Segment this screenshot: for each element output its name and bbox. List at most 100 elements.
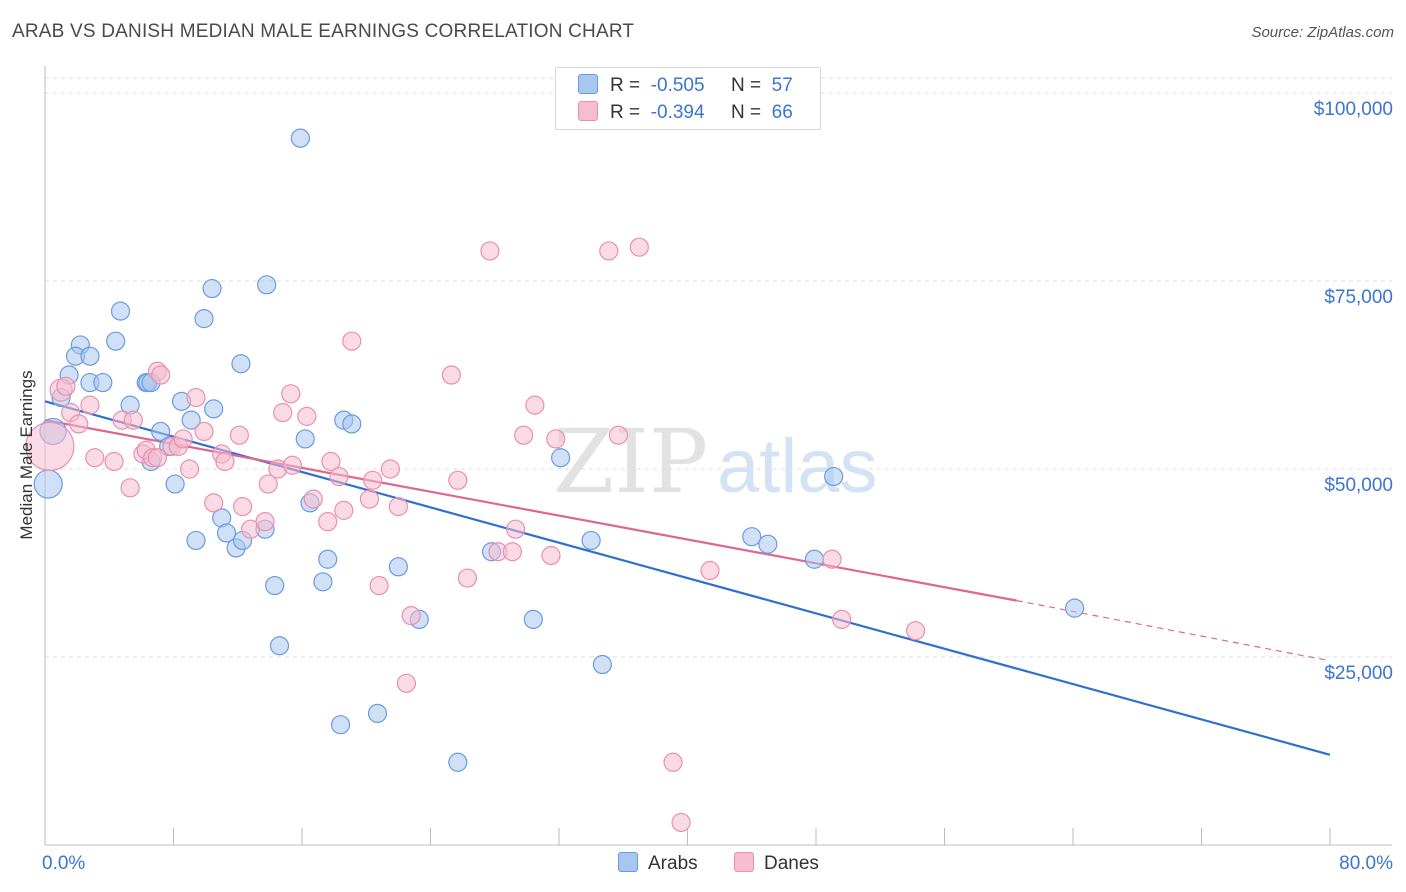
arabs-point [551,448,571,468]
danes-point [396,673,417,693]
correlation-legend: R = -0.505 N = 57 R = -0.394 N = 66 [555,67,821,130]
watermark-atlas: atlas [717,424,878,509]
source-note: Source: ZipAtlas.com [1251,24,1394,41]
arabs-point [257,275,277,295]
arabs-point [93,372,113,393]
danes-point [25,421,75,472]
danes-point [104,451,124,472]
danes-point [514,425,534,445]
danes-point [85,448,105,468]
danes-swatch [578,101,598,121]
danes-point [388,497,408,517]
danes-point [173,429,193,449]
danes-point [546,429,566,449]
arabs-swatch [618,852,638,872]
arabs-point [1065,598,1085,618]
arabs-point [318,549,338,569]
danes-point [441,365,461,385]
arabs-point [186,530,206,551]
y-tick-label: $50,000 [1324,475,1393,496]
danes-point [215,451,235,472]
danes-point [151,365,171,385]
danes-point [255,512,275,532]
danes-point [363,470,383,490]
arabs-point [265,575,285,596]
arabs-point [523,609,543,630]
arabs-point [295,429,315,449]
danes-point [179,459,200,479]
danes-point [80,395,100,415]
arabs-point [388,557,408,577]
arabs-point [367,703,388,724]
watermark-zip: ZIP [553,410,708,513]
chart-title: ARAB VS DANISH MEDIAN MALE EARNINGS CORR… [12,21,635,42]
bottom-legend-arabs: Arabs [618,852,698,875]
y-axis-title: Median Male Earnings [17,370,36,539]
danes-point [359,489,380,509]
arabs-point [824,466,844,487]
legend-row-arabs: R = -0.505 N = 57 [578,74,793,100]
arabs-point [448,752,468,772]
danes-point [329,466,349,487]
danes-point [186,387,206,408]
danes-point [369,575,389,596]
danes-point [525,395,545,415]
legend-n-value: 57 [771,75,793,96]
danes-trend-line [44,419,1017,602]
danes-point [123,410,143,430]
danes-point [502,542,523,562]
arabs-point [106,331,126,351]
danes-point [120,478,140,498]
arabs-point [216,523,237,543]
danes-point [480,241,500,261]
danes-point [822,549,842,569]
arabs-point [804,549,824,569]
danes-point [229,425,249,445]
arabs-point [80,346,100,366]
y-tick-label: $100,000 [1314,99,1393,120]
y-tick-label: $75,000 [1324,287,1393,308]
danes-swatch [734,852,754,872]
arabs-point [330,715,351,735]
arabs-swatch [578,74,598,94]
danes-point [608,425,629,445]
legend-n-label: N = [730,102,762,123]
danes-point [318,512,338,532]
legend-r-label: R = [610,75,641,96]
arabs-point [33,469,63,499]
danes-point [457,568,478,588]
danes-point [194,421,214,442]
arabs-point [742,527,762,547]
danes-point [69,414,89,434]
arabs-point [151,421,171,442]
legend-row-danes: R = -0.394 N = 66 [578,101,793,127]
danes-point [303,489,323,509]
danes-point [147,448,168,468]
danes-point [671,812,691,833]
danes-point [506,519,526,539]
danes-point [599,241,619,261]
legend-r-label: R = [610,102,641,123]
data-points [25,128,1085,833]
bottom-legend-label: Arabs [648,853,698,874]
legend-n-label: N = [730,75,762,96]
danes-trend-extension [1016,600,1331,662]
bottom-legend-danes: Danes [734,852,819,875]
danes-point [629,237,649,257]
legend-r-value: -0.505 [650,75,705,96]
arabs-point [202,278,222,299]
axis-labels: $25,000 $50,000 $75,000 $100,000 0.0% 80.0% Me… [17,99,1393,874]
danes-point [342,331,362,351]
danes-point [273,403,293,423]
danes-point [321,451,341,472]
legend-n-value: 66 [771,102,793,123]
danes-point [541,545,561,566]
trend-lines [44,400,1331,756]
danes-point [380,459,400,479]
danes-point [258,474,278,494]
danes-point [204,493,224,513]
watermark: ZIP atlas [553,410,878,513]
arabs-point [290,128,310,148]
arabs-point [581,530,601,551]
